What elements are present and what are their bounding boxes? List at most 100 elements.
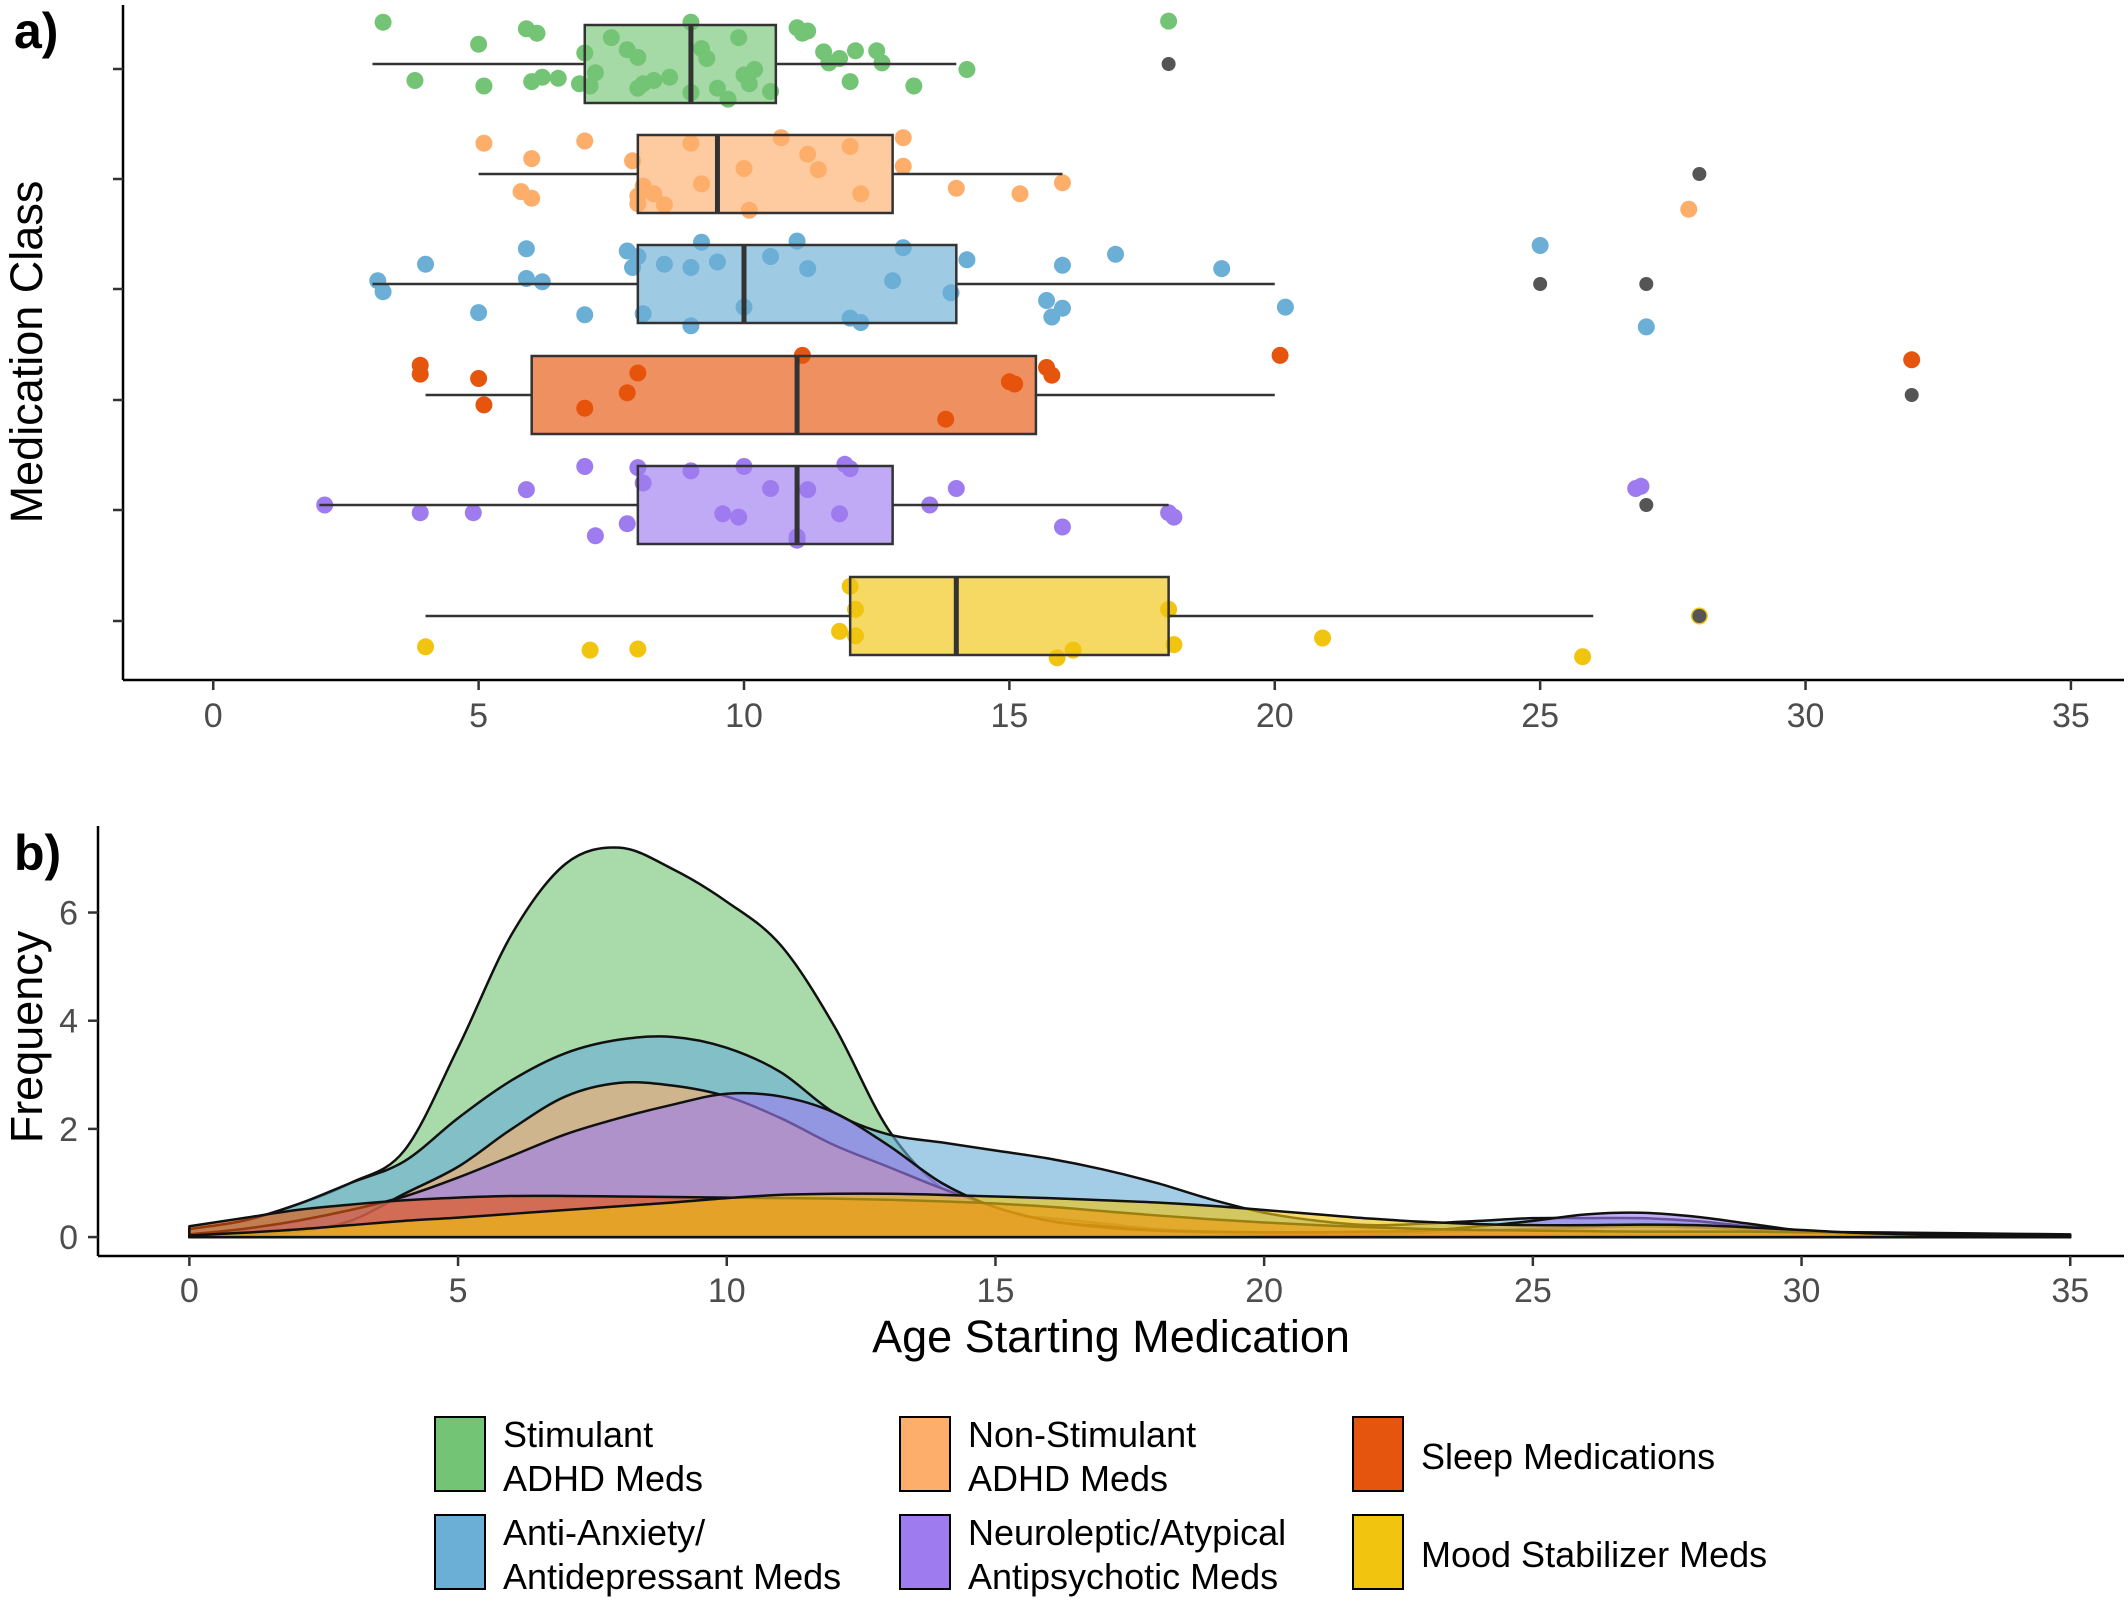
legend-label-line1: Mood Stabilizer Meds (1421, 1534, 1767, 1575)
legend-swatch (899, 1416, 951, 1492)
jitter-point (1680, 200, 1698, 218)
x-tick-label: 10 (725, 697, 763, 735)
panel-a-label: a) (14, 3, 58, 59)
jitter-point (1053, 174, 1071, 192)
box-iqr (530, 354, 1038, 436)
jitter-point (958, 61, 976, 78)
x-tick-label: 15 (977, 1272, 1015, 1310)
x-tick-label: 35 (2051, 1272, 2089, 1310)
jitter-point (846, 42, 864, 60)
legend-label-line1: Non-Stimulant (968, 1414, 1196, 1455)
jitter-point (533, 273, 551, 291)
jitter-point (517, 240, 535, 258)
jitter-point (533, 68, 551, 86)
jitter-point (586, 527, 604, 545)
x-tick-label: 30 (1787, 697, 1825, 735)
jitter-point (1271, 346, 1289, 364)
x-tick-label: 15 (990, 697, 1028, 735)
legend-item-sleep: Sleep Medications (1352, 1416, 1715, 1492)
legend-swatch (1352, 1514, 1404, 1590)
legend-item-mood-stabilizer: Mood Stabilizer Meds (1352, 1514, 1767, 1590)
panel-b-density: b) Frequency 0 5 10 15 20 25 30 35 0 2 4 6 Age Sta… (1, 825, 2124, 1362)
jitter-point (905, 77, 923, 95)
jitter-point (1903, 351, 1921, 369)
legend-item-anti-anxiety: Anti-Anxiety/ Antidepressant Meds (434, 1512, 841, 1597)
jitter-point (1213, 260, 1231, 278)
legend-label-line2: ADHD Meds (968, 1458, 1168, 1499)
y-tick-label: 4 (59, 1003, 78, 1041)
jitter-point (1165, 508, 1183, 526)
legend-label-line2: ADHD Meds (503, 1458, 703, 1499)
x-tick-label: 5 (449, 1272, 468, 1310)
legend: Stimulant ADHD Meds Non-Stimulant ADHD M… (434, 1414, 1767, 1597)
x-tick-label: 5 (469, 697, 488, 735)
legend-label-line1: Stimulant (503, 1414, 653, 1455)
x-tick-label: 35 (2052, 697, 2090, 735)
jitter-point (576, 132, 594, 150)
jitter-point (1637, 318, 1655, 336)
panel-b-areas (188, 846, 2072, 1239)
box-iqr (636, 133, 894, 215)
jitter-point (1632, 477, 1650, 495)
legend-label-line1: Neuroleptic/Atypical (968, 1512, 1286, 1553)
jitter-point (799, 22, 817, 40)
jitter-point (406, 72, 424, 89)
panel-b-y-ticks: 0 2 4 6 (59, 895, 98, 1257)
box-2 (372, 243, 1654, 325)
panel-a-x-ticks: 0 5 10 15 20 25 30 35 (204, 680, 2090, 735)
legend-label-line1: Anti-Anxiety/ (503, 1512, 705, 1553)
panel-b-label: b) (14, 825, 61, 881)
jitter-point (1314, 629, 1332, 647)
panel-a-points (316, 12, 1921, 667)
box-outlier (1161, 57, 1176, 71)
jitter-point (629, 640, 647, 658)
jitter-point (411, 504, 429, 522)
panel-a-boxes (316, 12, 1921, 667)
box-iqr (636, 464, 894, 546)
density-area-5 (188, 1192, 2072, 1239)
jitter-point (581, 641, 599, 659)
box-4 (319, 464, 1654, 546)
x-tick-label: 0 (180, 1272, 199, 1310)
box-iqr (636, 243, 958, 325)
jitter-point (528, 24, 546, 42)
jitter-point (1038, 292, 1056, 309)
jitter-point (1043, 366, 1061, 384)
jitter-point (1531, 237, 1549, 254)
jitter-point (1107, 245, 1125, 263)
jitter-point (523, 150, 541, 168)
panel-b-x-ticks: 0 5 10 15 20 25 30 35 (180, 1256, 2089, 1310)
legend-item-non-stimulant: Non-Stimulant ADHD Meds (899, 1414, 1196, 1499)
box-outlier (1639, 277, 1654, 291)
box-iqr (848, 575, 1170, 657)
x-tick-label: 25 (1514, 1272, 1552, 1310)
jitter-point (374, 283, 392, 301)
x-tick-label: 10 (708, 1272, 746, 1310)
panel-b-y-axis-title: Frequency (1, 930, 52, 1143)
jitter-point (1276, 298, 1294, 316)
panel-b-x-axis-title: Age Starting Medication (872, 1311, 1350, 1362)
jitter-point (411, 365, 429, 383)
jitter-point (618, 515, 636, 533)
jitter-point (475, 134, 493, 152)
box-outlier (1692, 609, 1707, 623)
box-5 (425, 575, 1707, 657)
jitter-point (947, 179, 965, 197)
jitter-point (1053, 256, 1071, 274)
jitter-point (549, 69, 567, 87)
jitter-point (470, 370, 488, 387)
jitter-point (576, 306, 594, 324)
box-outlier (1533, 277, 1548, 291)
panel-a-y-ticks (113, 67, 123, 623)
box-outlier (1904, 388, 1919, 402)
legend-swatch (434, 1416, 486, 1492)
x-tick-label: 0 (204, 697, 223, 735)
legend-swatch (434, 1514, 486, 1590)
legend-swatch (899, 1514, 951, 1590)
jitter-point (523, 189, 541, 207)
jitter-point (947, 480, 965, 497)
y-tick-label: 0 (59, 1219, 78, 1257)
jitter-point (417, 638, 435, 656)
jitter-point (1053, 299, 1071, 317)
